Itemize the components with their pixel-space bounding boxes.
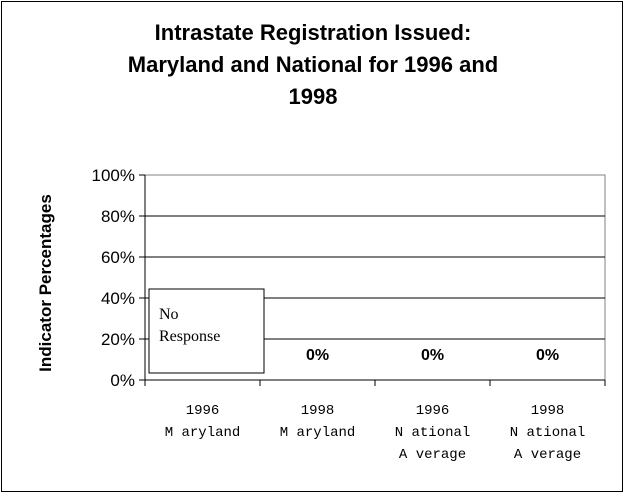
no-response-text: Response (159, 328, 220, 345)
y-tick-label: 60% (101, 248, 135, 267)
no-response-text: No (159, 306, 179, 323)
no-response-box (148, 288, 265, 374)
data-label: 0% (536, 347, 559, 364)
data-label: 0% (306, 347, 329, 364)
x-category-label: A verage (399, 447, 466, 463)
chart-title-line-3: 1998 (288, 84, 338, 109)
x-category-label: M aryland (165, 425, 241, 441)
data-label: 0% (421, 347, 444, 364)
x-category-label: 1998 (531, 403, 565, 419)
y-tick-label: 20% (101, 330, 135, 349)
x-category-label: N ational (510, 425, 586, 441)
x-category-label: A verage (514, 447, 581, 463)
y-tick-label: 0% (110, 371, 135, 390)
y-tick-label: 80% (101, 207, 135, 226)
x-category-label: 1998 (301, 403, 335, 419)
x-category-label: M aryland (280, 425, 356, 441)
chart-title-line-1: Intrastate Registration Issued: (154, 20, 472, 45)
chart-title: Intrastate Registration Issued: Maryland… (0, 17, 626, 113)
x-category-label: N ational (395, 425, 471, 441)
x-category-label: 1996 (416, 403, 450, 419)
x-category-label: 1996 (186, 403, 220, 419)
y-tick-label: 40% (101, 289, 135, 308)
y-tick-label: 100% (92, 166, 135, 185)
chart-title-line-2: Maryland and National for 1996 and (127, 52, 499, 77)
